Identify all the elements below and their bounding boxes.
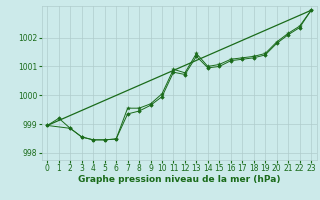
X-axis label: Graphe pression niveau de la mer (hPa): Graphe pression niveau de la mer (hPa) — [78, 175, 280, 184]
